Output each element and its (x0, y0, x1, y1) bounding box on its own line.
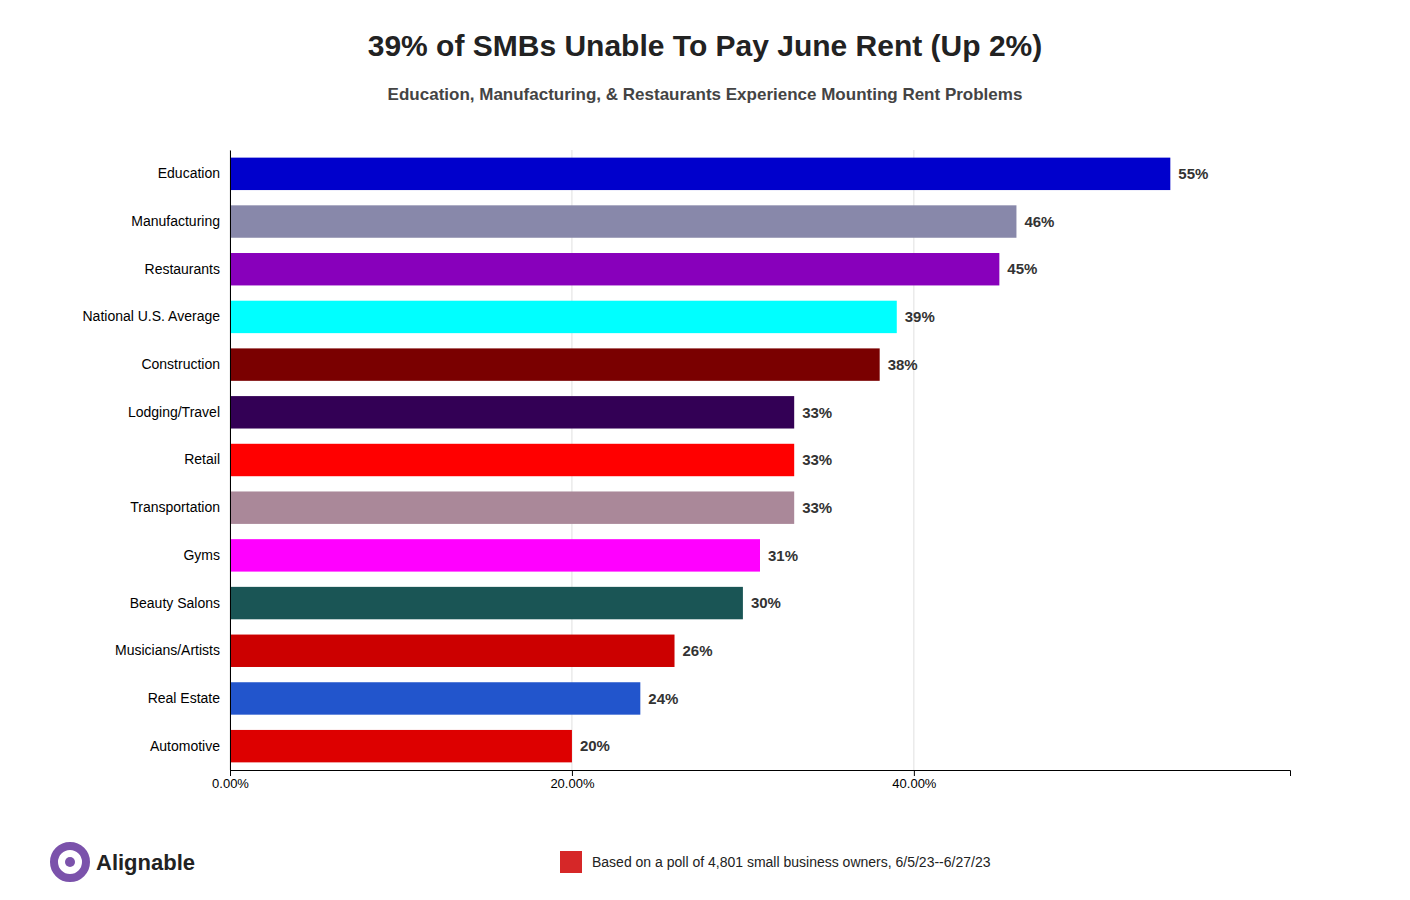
y-tick-label: Musicians/Artists (115, 642, 220, 658)
logo-ring (54, 846, 86, 878)
y-tick: Automotive (150, 738, 220, 754)
grid-line (230, 150, 231, 770)
data-label: 55% (1178, 165, 1208, 182)
y-tick-label: Automotive (150, 738, 220, 754)
y-tick-label: Restaurants (145, 261, 220, 277)
chart-svg: 39% of SMBs Unable To Pay June Rent (Up … (0, 0, 1410, 900)
x-tick: 0.00% (212, 770, 249, 791)
y-axis-line (230, 151, 231, 771)
x-tick-label: 20.00% (550, 776, 595, 791)
subtitle: Education, Manufacturing, & Restaurants … (388, 85, 1023, 104)
x-tick: 20.00% (550, 770, 595, 791)
footer: Alignable Based on a poll of 4,801 small … (54, 846, 991, 878)
y-tick: Transportation (130, 499, 220, 515)
y-tick: Construction (141, 356, 220, 372)
y-tick: Musicians/Artists (115, 642, 220, 658)
data-label: 33% (802, 451, 832, 468)
bar (230, 539, 760, 571)
data-label: 33% (802, 499, 832, 516)
data-label: 46% (1024, 213, 1054, 230)
x-tick-mark (230, 770, 231, 776)
bar (230, 205, 1016, 237)
bar (230, 491, 794, 523)
grid (230, 150, 914, 770)
y-tick-label: Real Estate (148, 690, 221, 706)
bar (230, 396, 794, 428)
bar (230, 635, 675, 667)
bars (230, 158, 1170, 763)
y-tick-label: Manufacturing (131, 213, 220, 229)
bar (230, 301, 897, 333)
data-label: 45% (1007, 260, 1037, 277)
y-tick-label: Beauty Salons (130, 595, 220, 611)
data-label: 31% (768, 547, 798, 564)
footer-text: Based on a poll of 4,801 small business … (592, 854, 991, 870)
data-label: 38% (888, 356, 918, 373)
y-tick-label: Lodging/Travel (128, 404, 220, 420)
y-tick-label: Education (158, 165, 220, 181)
logo-dot (65, 857, 75, 867)
y-axis: Education Manufacturing Restaurants Nationa… (83, 151, 231, 771)
y-tick: Restaurants (145, 261, 220, 277)
y-tick-label: Gyms (183, 547, 220, 563)
y-tick-label: National U.S. Average (83, 308, 221, 324)
y-tick: Gyms (183, 547, 220, 563)
footer-marker (560, 851, 582, 873)
plot-area: 55% 46% 45% 39% 38% 33% 33% 33% 31% 30% 26% 24% 20% 0… (83, 150, 1291, 791)
bar (230, 444, 794, 476)
x-tick-mark (572, 770, 573, 776)
data-label: 26% (683, 642, 713, 659)
x-tick-mark (914, 770, 915, 776)
x-tick-label: 40.00% (892, 776, 937, 791)
data-labels: 55% 46% 45% 39% 38% 33% 33% 33% 31% 30% 26% 24% 20% (580, 165, 1208, 754)
x-tick: 40.00% (892, 770, 937, 791)
y-tick: Manufacturing (131, 213, 220, 229)
bar (230, 158, 1170, 190)
logo-text: Alignable (96, 850, 195, 875)
data-label: 30% (751, 594, 781, 611)
data-label: 24% (648, 690, 678, 707)
title: 39% of SMBs Unable To Pay June Rent (Up … (368, 29, 1043, 62)
data-label: 39% (905, 308, 935, 325)
x-axis-line (231, 771, 1291, 777)
grid-line (913, 150, 914, 770)
x-axis: 0.00% 20.00% 40.00% (212, 770, 1290, 791)
y-tick-label: Retail (184, 451, 220, 467)
y-tick-label: Construction (141, 356, 220, 372)
y-tick: Education (158, 165, 220, 181)
x-tick-label: 0.00% (212, 776, 249, 791)
y-tick: National U.S. Average (83, 308, 221, 324)
bar (230, 730, 572, 762)
bar (230, 348, 880, 380)
data-label: 33% (802, 404, 832, 421)
y-tick: Real Estate (148, 690, 221, 706)
bar (230, 587, 743, 619)
data-label: 20% (580, 737, 610, 754)
bar (230, 682, 640, 714)
y-tick: Retail (184, 451, 220, 467)
y-tick: Beauty Salons (130, 595, 220, 611)
y-tick: Lodging/Travel (128, 404, 220, 420)
bar (230, 253, 999, 285)
y-tick-label: Transportation (130, 499, 220, 515)
